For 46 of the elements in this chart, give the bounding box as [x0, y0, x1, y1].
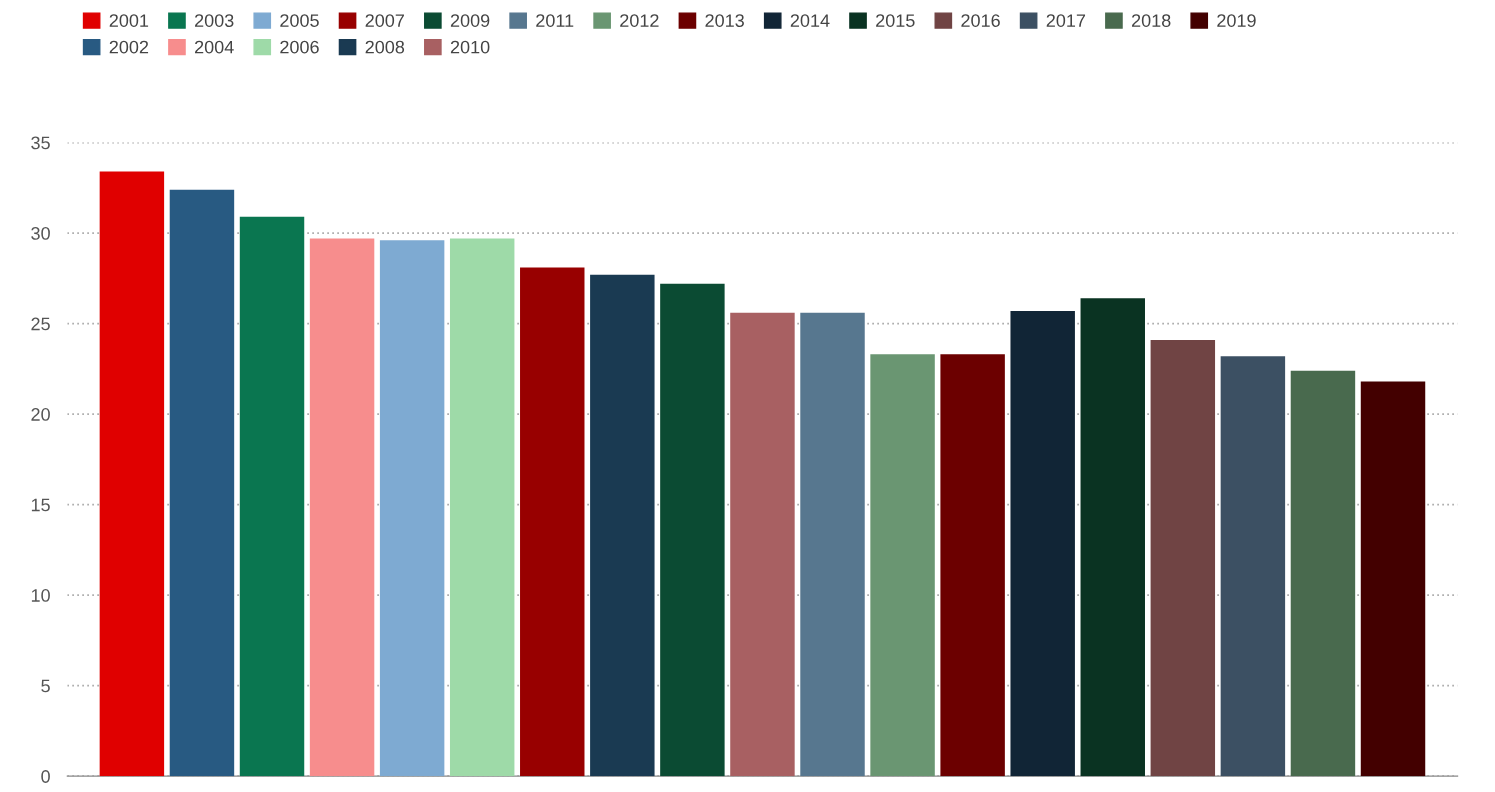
y-tick-label: 5: [41, 679, 50, 693]
bar: [449, 238, 515, 777]
legend-label: 2012: [620, 14, 659, 27]
bar: [730, 312, 795, 777]
legend-label: 2003: [195, 14, 234, 27]
bar: [940, 354, 1005, 777]
bar: [1290, 370, 1356, 777]
bar: [1080, 298, 1145, 777]
legend-label: 2010: [450, 40, 490, 54]
legend-label: 2006: [280, 40, 319, 54]
y-tick-label: 20: [31, 408, 50, 421]
bar: [239, 216, 305, 777]
legend-label: 2007: [365, 14, 404, 27]
bar: [520, 267, 585, 777]
bar: [169, 189, 235, 777]
legend-label: 2014: [790, 14, 830, 27]
bar: [660, 283, 725, 777]
legend-label: 2013: [705, 14, 744, 27]
legend-label: 2001: [109, 14, 149, 27]
bar: [1150, 339, 1216, 777]
bar: [379, 240, 445, 777]
bar: [99, 171, 165, 777]
legend-label: 2018: [1131, 14, 1171, 27]
y-tick-label: 0: [41, 770, 50, 783]
legend-label: 2015: [876, 14, 915, 27]
legend-label: 2009: [450, 14, 490, 27]
y-tick-label: 35: [31, 136, 50, 150]
legend-label: 2005: [280, 14, 319, 27]
bar: [1360, 381, 1426, 777]
y-tick-label: 15: [31, 498, 50, 512]
bar: [870, 354, 935, 777]
legend-label: 2011: [536, 14, 574, 27]
bar: [1010, 310, 1075, 777]
y-tick-label: 30: [31, 227, 50, 240]
legend-label: 2016: [961, 14, 1000, 27]
bar: [800, 312, 865, 777]
legend-label: 2004: [195, 40, 234, 54]
y-tick-label: 10: [31, 589, 50, 602]
legend-label: 2008: [365, 40, 405, 54]
legend-label: 2017: [1046, 14, 1086, 27]
bar: [590, 274, 655, 777]
bar: [309, 238, 375, 777]
bar: [1220, 356, 1286, 777]
legend-label: 2019: [1217, 14, 1256, 27]
y-tick-label: 25: [31, 317, 50, 331]
legend-label: 2002: [109, 40, 149, 54]
